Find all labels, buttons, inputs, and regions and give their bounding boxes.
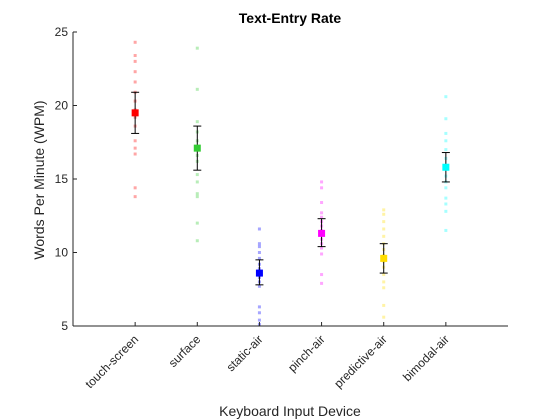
- data-point: [257, 256, 261, 260]
- data-point: [133, 146, 137, 150]
- data-point: [382, 212, 386, 216]
- data-point: [382, 315, 386, 319]
- data-point: [195, 192, 199, 196]
- y-axis-label: Words Per Minute (WPM): [31, 100, 47, 259]
- data-point: [382, 286, 386, 290]
- data-point: [382, 234, 386, 238]
- series-touch-screen: [131, 40, 140, 199]
- x-tick-label: pinch-air: [285, 332, 327, 374]
- data-point: [444, 196, 448, 200]
- data-point: [382, 303, 386, 307]
- plot-area: [131, 40, 450, 327]
- y-axis: 5 10 15 20 25: [55, 25, 77, 333]
- x-tick-label: surface: [166, 332, 204, 370]
- data-point: [382, 208, 386, 212]
- data-point: [133, 40, 137, 44]
- x-tick-label: predictive-air: [331, 332, 389, 390]
- data-point: [320, 180, 324, 184]
- data-point: [133, 80, 137, 84]
- y-tick-label: 20: [55, 99, 69, 113]
- series-surface: [193, 46, 202, 243]
- data-point: [444, 148, 448, 152]
- data-point: [195, 87, 199, 91]
- data-point: [133, 152, 137, 156]
- data-point: [257, 245, 261, 249]
- mean-marker: [380, 254, 388, 262]
- mean-marker: [255, 269, 263, 277]
- chart-title: Text-Entry Rate: [239, 10, 342, 26]
- x-axis-label: Keyboard Input Device: [219, 403, 361, 419]
- data-point: [320, 201, 324, 205]
- x-axis: touch-screen surface static-air pinch-air pr…: [73, 322, 508, 391]
- data-point: [382, 220, 386, 224]
- data-point: [195, 195, 199, 199]
- x-tick-label: bimodal-air: [400, 332, 452, 384]
- data-point: [257, 227, 261, 231]
- y-tick-label: 10: [55, 246, 69, 260]
- data-point: [133, 54, 137, 58]
- data-point: [320, 215, 324, 219]
- x-tick-label: touch-screen: [82, 332, 141, 391]
- data-point: [444, 186, 448, 190]
- data-point: [133, 59, 137, 63]
- y-tick-label: 15: [55, 172, 69, 186]
- data-point: [195, 180, 199, 184]
- series-predictive-air: [379, 208, 388, 319]
- data-point: [195, 221, 199, 225]
- data-point: [320, 252, 324, 256]
- data-point: [257, 284, 261, 288]
- mean-marker: [193, 144, 201, 152]
- data-point: [195, 173, 199, 177]
- data-point: [257, 251, 261, 254]
- x-tick-label: static-air: [224, 332, 266, 374]
- data-point: [444, 117, 448, 121]
- data-point: [133, 139, 137, 143]
- data-point: [195, 120, 199, 124]
- data-point: [133, 70, 137, 74]
- data-point: [444, 228, 448, 232]
- y-tick-label: 5: [61, 319, 68, 333]
- y-tick-label: 25: [55, 25, 69, 39]
- data-point: [257, 305, 261, 309]
- data-point: [133, 186, 137, 190]
- series-static-air: [255, 227, 264, 327]
- data-point: [320, 211, 324, 215]
- series-bimodal-air: [441, 95, 450, 232]
- data-point: [195, 239, 199, 243]
- data-point: [320, 186, 324, 190]
- data-point: [257, 242, 261, 246]
- data-point: [382, 227, 386, 231]
- data-point: [382, 273, 386, 277]
- data-point: [133, 195, 137, 199]
- data-point: [195, 46, 199, 50]
- mean-marker: [442, 163, 450, 171]
- data-point: [444, 139, 448, 143]
- data-point: [444, 202, 448, 206]
- data-point: [382, 280, 386, 284]
- mean-marker: [318, 229, 326, 237]
- data-point: [444, 95, 448, 99]
- data-point: [320, 246, 324, 250]
- data-point: [320, 281, 324, 285]
- mean-marker: [131, 109, 139, 117]
- series-pinch-air: [317, 180, 326, 285]
- data-point: [257, 318, 261, 322]
- data-point: [320, 273, 324, 277]
- data-point: [444, 131, 448, 135]
- data-point: [444, 209, 448, 213]
- data-point: [257, 311, 261, 315]
